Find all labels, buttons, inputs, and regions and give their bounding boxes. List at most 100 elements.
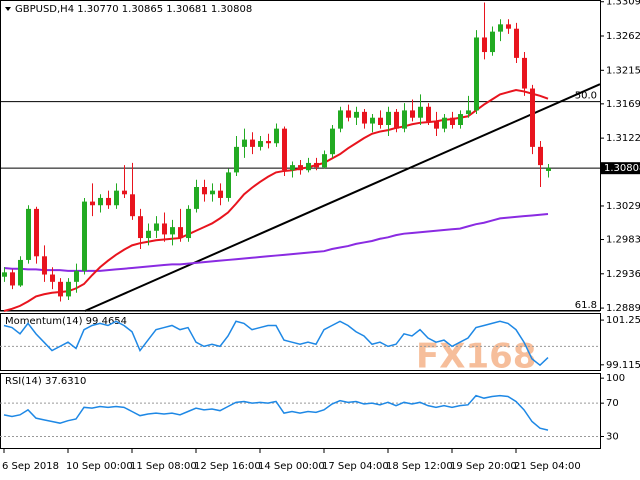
candle-body bbox=[410, 110, 415, 118]
candle-body bbox=[202, 187, 207, 195]
candle-body bbox=[234, 146, 239, 173]
candle-body bbox=[122, 190, 127, 195]
candle-body bbox=[450, 117, 455, 125]
y-tick-label: 1.33090 bbox=[606, 0, 640, 8]
price-box bbox=[601, 162, 640, 175]
candle-body bbox=[506, 24, 511, 29]
candle-body bbox=[490, 31, 495, 53]
candle-body bbox=[546, 168, 551, 171]
candle-body bbox=[522, 57, 527, 89]
candle-body bbox=[18, 259, 23, 286]
rsi-tick-label: 30 bbox=[606, 432, 619, 443]
candle-body bbox=[130, 194, 135, 217]
candle-body bbox=[26, 208, 31, 260]
candle-body bbox=[338, 110, 343, 129]
x-tick-label: 19 Sep 20:00 bbox=[450, 461, 517, 472]
momentum-label: Momentum(14) 99.4654 bbox=[5, 316, 127, 327]
candle-body bbox=[226, 172, 231, 198]
menu-arrow bbox=[5, 7, 11, 11]
candle-body bbox=[458, 114, 463, 125]
candle-body bbox=[498, 24, 503, 32]
candle-body bbox=[426, 106, 431, 122]
candle-body bbox=[386, 111, 391, 125]
candle-body bbox=[34, 208, 39, 257]
candle-body bbox=[58, 281, 63, 297]
momentum-tick-label: 101.2584 bbox=[606, 315, 640, 326]
price-box-label: 1.30808 bbox=[604, 163, 640, 174]
candle-body bbox=[98, 197, 103, 206]
candle-body bbox=[82, 201, 87, 271]
x-tick-label: 6 Sep 2018 bbox=[2, 461, 59, 472]
x-tick-label: 12 Sep 16:00 bbox=[194, 461, 261, 472]
candle-body bbox=[162, 223, 167, 235]
candle-body bbox=[170, 227, 175, 235]
rsi-line bbox=[3, 394, 549, 431]
candle-body bbox=[514, 28, 519, 58]
candle-body bbox=[10, 272, 15, 286]
y-tick-label: 1.28890 bbox=[606, 303, 640, 314]
candle-body bbox=[42, 256, 47, 275]
candle-body bbox=[370, 117, 375, 124]
candle-body bbox=[314, 162, 319, 168]
momentum-line bbox=[3, 320, 549, 367]
fib-level-label: 50.0 bbox=[575, 91, 597, 102]
y-tick-label: 1.32150 bbox=[606, 65, 640, 76]
candle-body bbox=[258, 141, 263, 147]
candle-body bbox=[346, 110, 351, 118]
y-tick-label: 1.29360 bbox=[606, 269, 640, 280]
ma-fast bbox=[3, 88, 549, 312]
candle-body bbox=[90, 201, 95, 206]
candle-body bbox=[418, 106, 423, 118]
candle-body bbox=[354, 111, 359, 118]
momentum-panel bbox=[0, 313, 601, 371]
x-tick-label: 18 Sep 12:00 bbox=[386, 461, 453, 472]
candle-body bbox=[306, 162, 311, 171]
candle-body bbox=[138, 216, 143, 239]
candle-body bbox=[242, 139, 247, 147]
candle-body bbox=[482, 37, 487, 53]
candle-body bbox=[538, 146, 543, 166]
candle-body bbox=[50, 274, 55, 282]
y-tick-label: 1.30290 bbox=[606, 201, 640, 212]
candle-body bbox=[2, 272, 7, 277]
candle-body bbox=[282, 128, 287, 171]
candle-body bbox=[114, 190, 119, 206]
y-tick-label: 1.31690 bbox=[606, 99, 640, 110]
y-tick-label: 1.32620 bbox=[606, 31, 640, 42]
chart-header: GBPUSD,H4 1.30770 1.30865 1.30681 1.3080… bbox=[15, 4, 252, 15]
candle-body bbox=[210, 190, 215, 195]
candle-body bbox=[290, 165, 295, 171]
candle-body bbox=[474, 37, 479, 111]
x-tick-label: 10 Sep 00:00 bbox=[66, 461, 133, 472]
candle-body bbox=[466, 110, 471, 115]
trendline bbox=[84, 83, 601, 312]
rsi-tick-label: 100 bbox=[606, 373, 625, 384]
candle-body bbox=[186, 208, 191, 239]
rsi-panel bbox=[0, 373, 601, 449]
candle-body bbox=[298, 165, 303, 171]
x-tick-label: 21 Sep 04:00 bbox=[514, 461, 581, 472]
candle-body bbox=[146, 230, 151, 239]
momentum-tick-label: 99.1159 bbox=[606, 360, 640, 371]
candle-body bbox=[530, 88, 535, 147]
candle-body bbox=[266, 141, 271, 144]
candle-body bbox=[402, 110, 407, 129]
candle-body bbox=[106, 197, 111, 206]
x-tick-label: 14 Sep 00:00 bbox=[258, 461, 325, 472]
candle-body bbox=[250, 139, 255, 147]
candle-body bbox=[362, 111, 367, 124]
candle-body bbox=[74, 270, 79, 282]
candle-body bbox=[154, 223, 159, 231]
y-tick-label: 1.31220 bbox=[606, 133, 640, 144]
candle-body bbox=[330, 128, 335, 155]
watermark: FX168 bbox=[416, 337, 536, 377]
ma-slow bbox=[3, 212, 549, 272]
x-tick-label: 11 Sep 08:00 bbox=[130, 461, 197, 472]
rsi-label: RSI(14) 37.6310 bbox=[5, 376, 86, 387]
candle-body bbox=[378, 117, 383, 125]
candle-body bbox=[274, 128, 279, 144]
candle-body bbox=[442, 117, 447, 129]
candle-body bbox=[322, 154, 327, 168]
